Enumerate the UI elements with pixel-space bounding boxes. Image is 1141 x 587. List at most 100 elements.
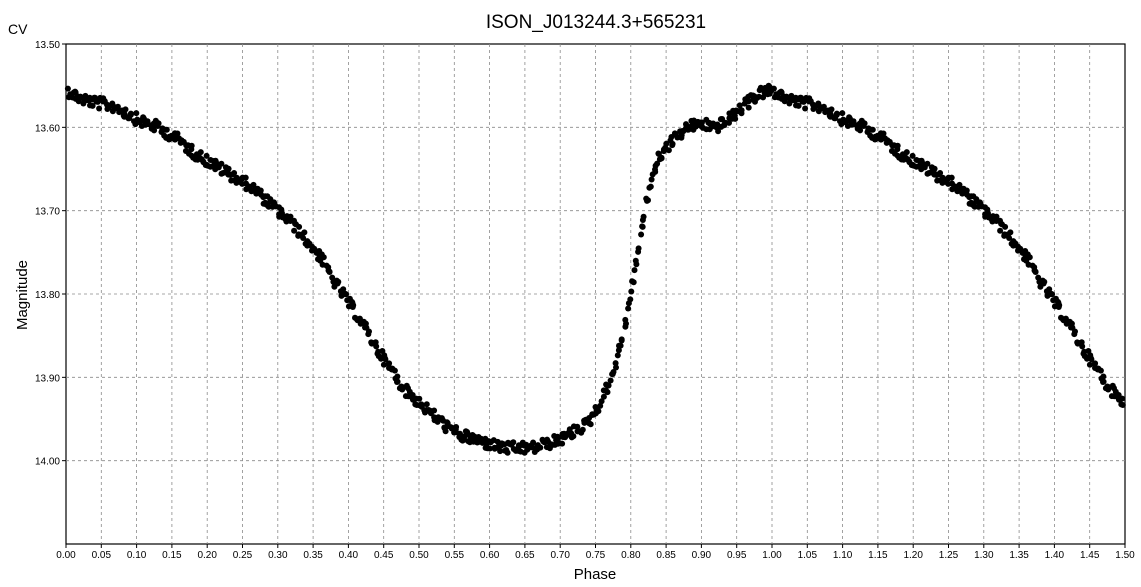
x-tick-label: 0.60: [480, 550, 500, 561]
data-point: [218, 160, 225, 167]
data-point: [340, 286, 347, 293]
data-point: [96, 105, 103, 112]
x-axis-label: Phase: [574, 566, 617, 583]
data-point: [924, 160, 931, 167]
data-point: [394, 373, 401, 380]
data-point: [1092, 360, 1099, 367]
data-point: [623, 320, 629, 327]
x-tick-label: 1.40: [1045, 550, 1065, 561]
data-point: [998, 220, 1005, 227]
x-tick-label: 0.50: [409, 550, 429, 561]
x-tick-label: 1.35: [1009, 550, 1029, 561]
x-tick-label: 0.90: [692, 550, 712, 561]
data-point: [903, 149, 910, 156]
data-point: [631, 267, 638, 274]
data-point: [257, 187, 264, 194]
data-point: [457, 430, 463, 437]
data-point: [587, 421, 594, 428]
data-point: [559, 440, 566, 447]
data-point: [633, 261, 640, 268]
x-tick-label: 1.05: [798, 550, 818, 561]
data-point: [554, 433, 561, 440]
data-point: [151, 127, 158, 134]
data-point: [343, 291, 350, 298]
y-axis: 13.50 13.60 13.70 13.80 13.90 14.00: [35, 40, 66, 468]
data-point: [127, 110, 134, 117]
x-tick-label: 0.30: [268, 550, 288, 561]
data-point: [654, 160, 661, 167]
data-point: [663, 140, 670, 147]
data-point: [658, 155, 665, 162]
data-point: [1119, 402, 1126, 408]
data-point: [335, 278, 342, 285]
data-points: [64, 82, 1126, 456]
data-point: [984, 206, 991, 213]
data-point: [959, 190, 966, 197]
data-point: [296, 223, 303, 230]
x-tick-label: 0.70: [550, 550, 570, 561]
data-point: [287, 213, 294, 220]
data-point: [760, 94, 767, 101]
data-point: [647, 183, 654, 190]
x-tick-label: 0.85: [656, 550, 676, 561]
data-point: [64, 85, 71, 92]
data-point: [607, 377, 614, 384]
x-tick-label: 1.10: [833, 550, 853, 561]
x-tick-label: 1.25: [939, 550, 959, 561]
data-point: [669, 140, 676, 147]
data-point: [155, 120, 162, 127]
data-point: [963, 187, 970, 194]
data-point: [431, 407, 438, 414]
data-point: [889, 142, 896, 149]
x-tick-label: 0.00: [56, 550, 76, 561]
data-point: [795, 102, 802, 109]
data-point: [683, 121, 689, 128]
data-point: [698, 119, 705, 126]
data-point: [122, 106, 129, 113]
data-point: [665, 147, 672, 154]
data-point: [1056, 302, 1063, 309]
y-tick-label: 13.90: [35, 373, 60, 384]
data-point: [320, 254, 327, 261]
x-tick-label: 1.20: [903, 550, 923, 561]
data-point: [1086, 361, 1093, 368]
x-tick-label: 0.15: [162, 550, 182, 561]
data-point: [1032, 269, 1039, 275]
data-point: [639, 223, 646, 230]
x-tick-label: 0.75: [586, 550, 606, 561]
data-point: [839, 110, 846, 117]
data-point: [416, 395, 423, 402]
x-tick-label: 1.30: [974, 550, 994, 561]
x-tick-label: 0.35: [303, 550, 323, 561]
data-point: [869, 126, 876, 133]
data-point: [732, 115, 739, 122]
data-point: [326, 269, 333, 275]
data-point: [292, 220, 299, 227]
data-point: [627, 296, 634, 303]
data-point: [628, 288, 635, 295]
data-point: [635, 245, 642, 252]
data-point: [612, 360, 619, 367]
data-point: [537, 444, 544, 451]
y-tick-label: 13.50: [35, 40, 60, 51]
data-point: [394, 378, 401, 385]
data-point: [579, 426, 586, 433]
data-point: [598, 398, 605, 405]
data-point: [386, 360, 393, 367]
x-tick-label: 1.45: [1080, 550, 1100, 561]
data-point: [183, 142, 190, 149]
data-point: [880, 130, 887, 137]
data-point: [225, 165, 232, 172]
y-axis-label: Magnitude: [14, 260, 31, 330]
x-tick-label: 0.40: [339, 550, 359, 561]
data-point: [617, 342, 624, 349]
data-point: [909, 152, 916, 159]
grid-lines: [66, 44, 1125, 544]
data-point: [1007, 229, 1014, 236]
data-point: [828, 106, 835, 113]
data-point: [453, 424, 460, 430]
x-tick-label: 1.00: [762, 550, 782, 561]
data-point: [570, 433, 577, 440]
data-point: [614, 352, 621, 359]
data-point: [509, 440, 516, 447]
